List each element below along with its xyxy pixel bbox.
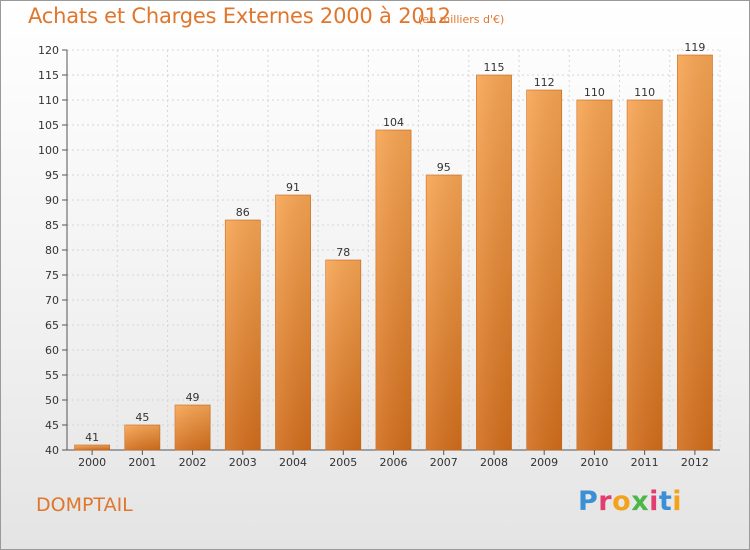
y-tick-label: 105 bbox=[38, 119, 59, 132]
x-tick-label: 2007 bbox=[430, 456, 458, 469]
bar-shade bbox=[576, 100, 613, 450]
bar-shade bbox=[426, 175, 462, 450]
value-label: 86 bbox=[236, 206, 250, 219]
y-tick-label: 90 bbox=[45, 194, 59, 207]
y-tick-label: 110 bbox=[38, 94, 59, 107]
bar-shade bbox=[174, 405, 211, 450]
y-tick-label: 115 bbox=[38, 69, 59, 82]
value-labels: 41 45 49 86 91 78 104 95 115 112 110 110 119 bbox=[85, 41, 705, 444]
y-tick-label: 85 bbox=[45, 219, 59, 232]
x-tick-label: 2010 bbox=[580, 456, 608, 469]
y-tick-label: 55 bbox=[45, 369, 59, 382]
bar-shade bbox=[225, 220, 261, 450]
x-tick-label: 2012 bbox=[681, 456, 709, 469]
logo-letter: P bbox=[578, 486, 599, 517]
bar-shade bbox=[627, 100, 663, 450]
bar-shade bbox=[74, 445, 110, 450]
value-label: 45 bbox=[135, 411, 149, 424]
value-label: 41 bbox=[85, 431, 99, 444]
bars bbox=[74, 54, 713, 451]
bar-shade bbox=[476, 75, 512, 450]
x-tick-label: 2006 bbox=[380, 456, 408, 469]
value-label: 110 bbox=[584, 86, 605, 99]
commune-name: DOMPTAIL bbox=[36, 494, 133, 516]
bar-shade bbox=[325, 260, 361, 450]
bar-shade bbox=[677, 55, 713, 450]
y-tick-label: 75 bbox=[45, 269, 59, 282]
bar-shade bbox=[375, 130, 412, 450]
bar-shade bbox=[526, 90, 562, 450]
y-tick-label: 100 bbox=[38, 144, 59, 157]
value-label: 91 bbox=[286, 181, 300, 194]
value-label: 112 bbox=[534, 76, 555, 89]
x-tick-label: 2003 bbox=[229, 456, 257, 469]
x-tick-label: 2004 bbox=[279, 456, 307, 469]
proxiti-logo: Proxiti bbox=[578, 486, 682, 517]
value-label: 78 bbox=[336, 246, 350, 259]
y-tick-label: 45 bbox=[45, 419, 59, 432]
y-tick-label: 70 bbox=[45, 294, 59, 307]
value-label: 110 bbox=[634, 86, 655, 99]
x-tick-label: 2009 bbox=[530, 456, 558, 469]
bar-shade bbox=[275, 195, 311, 450]
chart-title: Achats et Charges Externes 2000 à 2012 bbox=[28, 4, 451, 28]
y-tick-label: 120 bbox=[38, 44, 59, 57]
bar-shade bbox=[124, 425, 160, 450]
value-label: 119 bbox=[684, 41, 705, 54]
logo-letter: i bbox=[672, 486, 683, 517]
logo-letter: i bbox=[649, 486, 659, 517]
y-tick-label: 40 bbox=[45, 444, 59, 457]
value-label: 49 bbox=[186, 391, 200, 404]
x-tick-label: 2002 bbox=[179, 456, 207, 469]
y-tick-label: 50 bbox=[45, 394, 59, 407]
logo-letter: r bbox=[598, 486, 613, 517]
x-tick-label: 2000 bbox=[78, 456, 106, 469]
value-label: 95 bbox=[437, 161, 451, 174]
x-tick-label: 2011 bbox=[631, 456, 659, 469]
logo-letter: x bbox=[631, 486, 650, 517]
x-tick-label: 2005 bbox=[329, 456, 357, 469]
logo-letter: t bbox=[658, 486, 673, 517]
y-tick-label: 95 bbox=[45, 169, 59, 182]
logo-letter: o bbox=[612, 486, 632, 517]
value-label: 104 bbox=[383, 116, 404, 129]
y-tick-label: 80 bbox=[45, 244, 59, 257]
y-tick-label: 65 bbox=[45, 319, 59, 332]
value-label: 115 bbox=[483, 61, 504, 74]
y-tick-label: 60 bbox=[45, 344, 59, 357]
chart-subtitle: (en milliers d'€) bbox=[418, 13, 505, 26]
x-tick-label: 2008 bbox=[480, 456, 508, 469]
x-tick-label: 2001 bbox=[128, 456, 156, 469]
